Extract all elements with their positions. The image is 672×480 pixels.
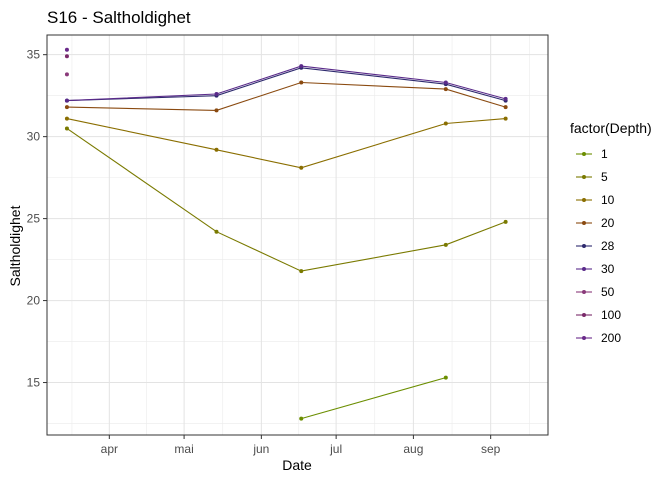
data-point-10 [214, 147, 219, 152]
y-tick-label: 35 [27, 48, 41, 62]
y-tick-label: 15 [27, 376, 41, 390]
x-tick-label: jun [252, 442, 269, 456]
legend-item-30: 30 [576, 262, 615, 276]
legend-item-20: 20 [576, 216, 615, 230]
series-100 [64, 54, 69, 59]
x-tick-label: aug [403, 442, 423, 456]
data-point-20 [64, 105, 69, 110]
series-line-20 [66, 81, 506, 111]
data-point-5 [299, 269, 304, 274]
series-line-5 [66, 127, 506, 272]
data-point-10 [443, 121, 448, 126]
data-point-30 [443, 80, 448, 85]
data-point-30 [64, 98, 69, 103]
y-tick-label: 25 [27, 212, 41, 226]
data-point-30 [299, 64, 304, 69]
data-point-200 [64, 47, 69, 52]
legend-key-point [582, 221, 586, 225]
legend-key-point [582, 336, 586, 340]
legend: factor(Depth) 1 5 10 20 28 30 50 100 200 [570, 120, 652, 345]
y-tick-label: 30 [27, 130, 41, 144]
legend-title: factor(Depth) [570, 120, 652, 136]
legend-item-100: 100 [576, 308, 621, 322]
legend-label: 100 [601, 308, 621, 322]
legend-key-point [582, 267, 586, 271]
legend-label: 10 [601, 193, 615, 207]
series-1 [299, 375, 448, 421]
series-200 [64, 47, 69, 52]
data-point-5 [443, 242, 448, 247]
series-30 [64, 64, 508, 103]
legend-key-point [582, 290, 586, 294]
data-point-20 [299, 80, 304, 85]
legend-label: 1 [601, 147, 608, 161]
x-tick-label: mai [174, 442, 193, 456]
data-point-1 [299, 416, 304, 421]
series-10 [64, 116, 508, 170]
legend-item-10: 10 [576, 193, 615, 207]
legend-label: 20 [601, 216, 615, 230]
legend-item-50: 50 [576, 285, 615, 299]
data-point-30 [503, 96, 508, 101]
x-tick-label: jul [329, 442, 342, 456]
legend-item-28: 28 [576, 239, 615, 253]
series-line-10 [66, 118, 506, 169]
legend-key-point [582, 175, 586, 179]
series-line-1 [301, 377, 446, 420]
data-point-20 [214, 108, 219, 113]
y-tick-label: 20 [27, 294, 41, 308]
x-tick-label: apr [101, 442, 118, 456]
y-axis-label: Saltholdighet [7, 205, 23, 286]
chart-title: S16 - Saltholdighet [47, 8, 191, 27]
legend-label: 200 [601, 331, 621, 345]
data-point-5 [503, 219, 508, 224]
data-point-5 [214, 229, 219, 234]
legend-key-point [582, 152, 586, 156]
data-point-20 [503, 105, 508, 110]
x-tick-label: sep [481, 442, 501, 456]
data-point-30 [214, 92, 219, 97]
data-point-100 [64, 54, 69, 59]
legend-key-point [582, 313, 586, 317]
legend-key-point [582, 198, 586, 202]
legend-label: 28 [601, 239, 615, 253]
x-axis-label: Date [282, 457, 312, 473]
data-point-5 [64, 126, 69, 131]
legend-item-5: 5 [576, 170, 608, 184]
plot-area: 15 20 25 30 35 apr mai jun jul aug sep [27, 34, 549, 456]
legend-label: 5 [601, 170, 608, 184]
legend-item-1: 1 [576, 147, 608, 161]
series-5 [64, 126, 508, 274]
plot-border [46, 34, 549, 436]
series-50 [64, 72, 69, 77]
legend-item-200: 200 [576, 331, 621, 345]
legend-label: 30 [601, 262, 615, 276]
data-point-10 [64, 116, 69, 121]
legend-key-point [582, 244, 586, 248]
data-point-10 [503, 116, 508, 121]
data-point-50 [64, 72, 69, 77]
series-20 [64, 80, 508, 113]
data-point-1 [443, 375, 448, 380]
data-point-20 [443, 87, 448, 92]
legend-label: 50 [601, 285, 615, 299]
data-point-10 [299, 165, 304, 170]
